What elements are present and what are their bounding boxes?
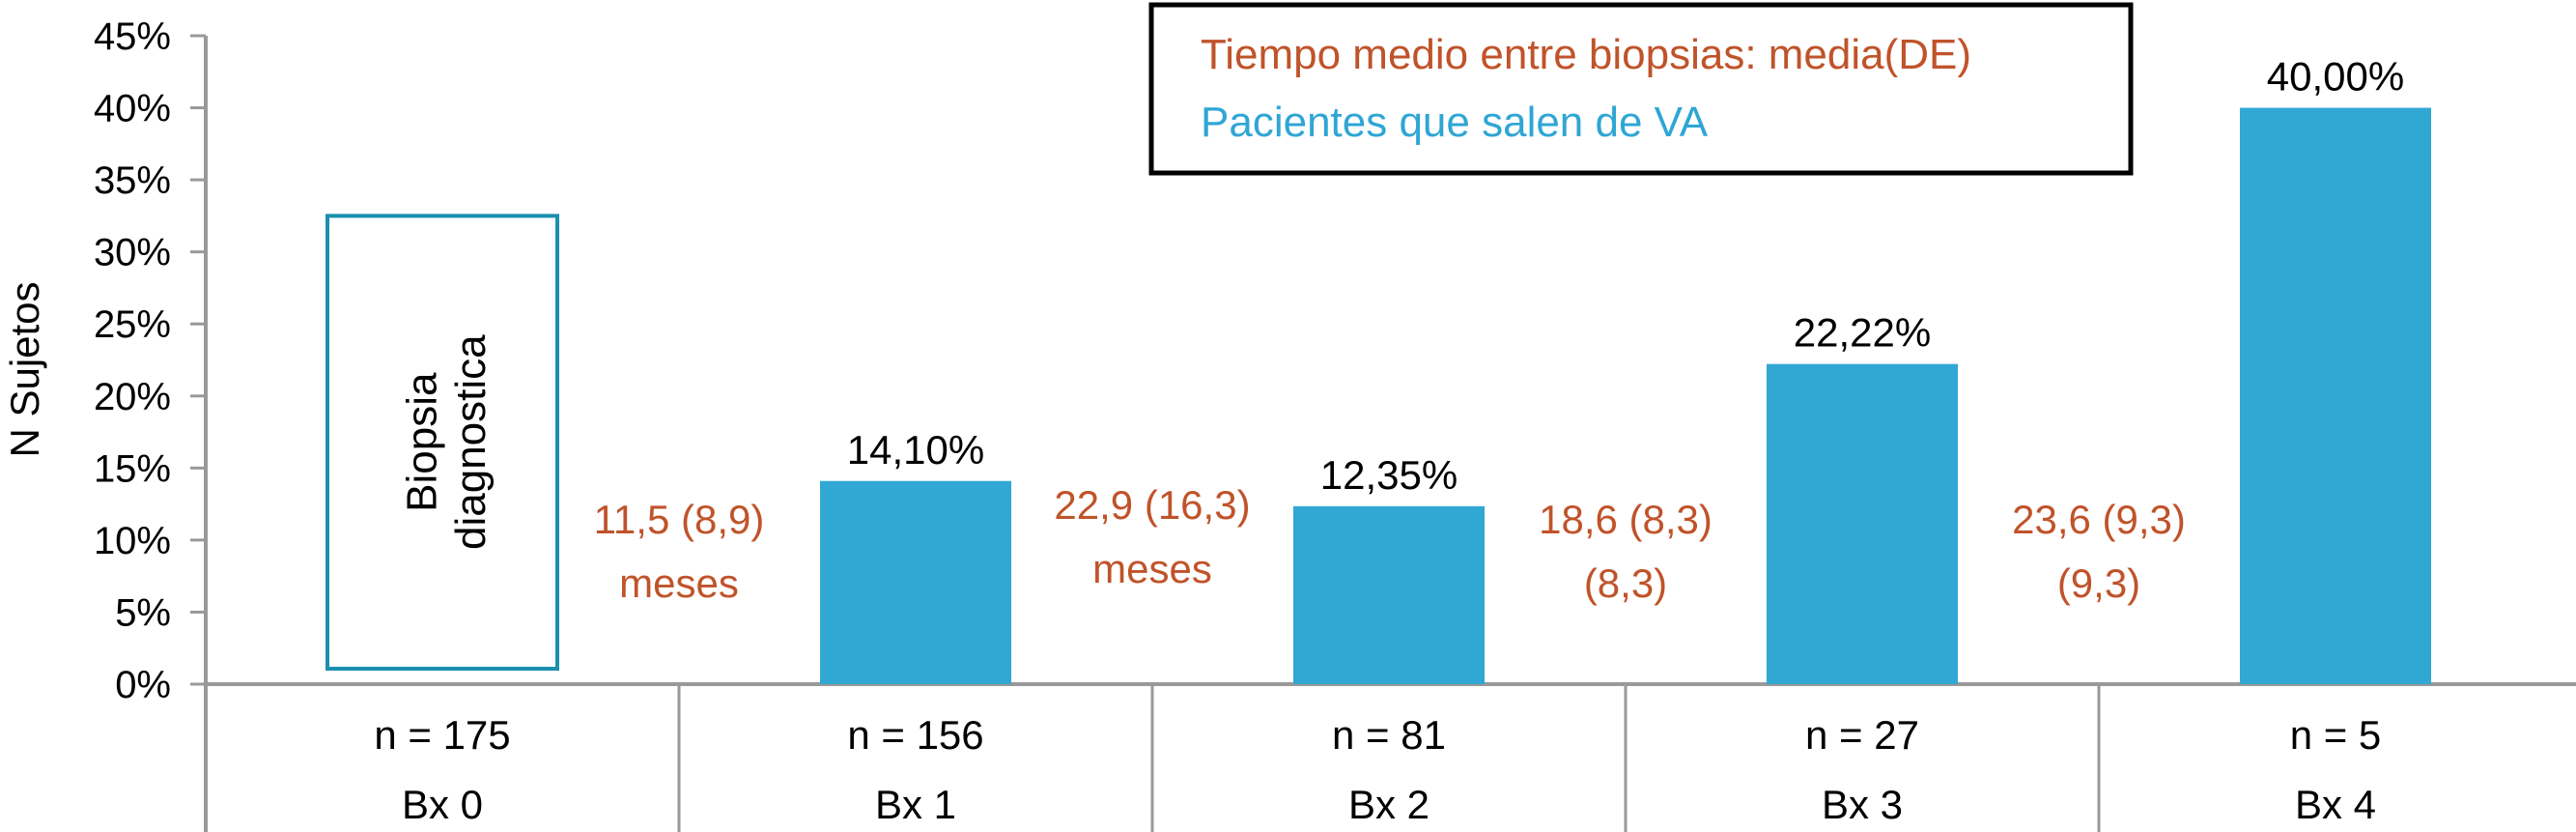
legend: Tiempo medio entre biopsias: media(DE) Pa… [1148, 2, 2134, 176]
baseline-box-label-line: diagnostica [447, 334, 495, 550]
baseline-box-group: Biopsiadiagnostica [326, 214, 559, 671]
interval-annotation-line: (9,3) [2057, 560, 2140, 606]
y-tick-label: 5% [115, 591, 171, 634]
interval-annotation-line: 18,6 (8,3) [1539, 497, 1713, 542]
bars: 14,10% 12,35% 22,22% 40,00% [820, 54, 2431, 685]
category-label: Bx 0 [402, 782, 483, 827]
y-tick-label: 35% [94, 159, 171, 202]
baseline-box-label-line: Biopsia [398, 372, 445, 512]
category-label: Bx 3 [1822, 782, 1903, 827]
y-tick-label: 20% [94, 376, 171, 418]
interval-annotation: 18,6 (8,3) (8,3) [1539, 497, 1713, 606]
y-tick-label: 10% [94, 520, 171, 562]
category-count-label: n = 81 [1332, 712, 1446, 758]
legend-entry: Pacientes que salen de VA [1201, 99, 1709, 146]
y-tick-label: 45% [94, 15, 171, 58]
bar-data-label: 14,10% [847, 427, 984, 473]
interval-annotation: 23,6 (9,3) (9,3) [2012, 497, 2186, 606]
category-count-label: n = 156 [847, 712, 983, 758]
bar [2240, 107, 2431, 685]
bar [1767, 363, 1958, 684]
category-count-label: n = 175 [374, 712, 510, 758]
interval-annotation-line: 11,5 (8,9) [594, 497, 765, 542]
y-tick-label: 40% [94, 88, 171, 130]
category-label: Bx 4 [2295, 782, 2376, 827]
legend-entry: Tiempo medio entre biopsias: media(DE) [1201, 31, 1971, 78]
bar-data-label: 22,22% [1794, 310, 1931, 356]
y-tick-label: 30% [94, 232, 171, 274]
interval-annotation-line: meses [1092, 546, 1212, 591]
y-axis-label: N Sujetos [2, 281, 47, 457]
baseline-box-label: Biopsiadiagnostica [398, 334, 495, 550]
category-count-label: n = 27 [1805, 712, 1919, 758]
category-count-label: n = 5 [2290, 712, 2382, 758]
interval-annotation-line: 23,6 (9,3) [2012, 497, 2186, 542]
bar [820, 480, 1011, 684]
interval-annotation: 22,9 (16,3) meses [1054, 482, 1250, 591]
interval-annotation-line: meses [619, 560, 739, 606]
bar [1293, 505, 1485, 684]
legend-box [1148, 2, 2134, 176]
category-label: Bx 1 [875, 782, 956, 827]
interval-annotation: 11,5 (8,9) meses [594, 497, 765, 606]
baseline-box [326, 214, 559, 671]
interval-annotation-line: (8,3) [1584, 560, 1667, 606]
interval-annotation-line: 22,9 (16,3) [1054, 482, 1250, 528]
y-tick-label: 15% [94, 447, 171, 490]
x-axis: n = 175 Bx 0 n = 156 Bx 1 n = 81 Bx 2 n = 27 Bx… [206, 682, 2576, 832]
bar-data-label: 40,00% [2267, 54, 2404, 100]
y-tick-label: 25% [94, 303, 171, 346]
category-label: Bx 2 [1348, 782, 1430, 827]
bar-data-label: 12,35% [1320, 452, 1458, 498]
interval-annotations: 11,5 (8,9) meses 22,9 (16,3) meses 18,6 (8,3… [594, 482, 2186, 606]
y-tick-label: 0% [115, 664, 171, 706]
y-axis: 0% 5% 10% 15% 20% 25% 30% 35% 40% 45% [94, 15, 208, 832]
